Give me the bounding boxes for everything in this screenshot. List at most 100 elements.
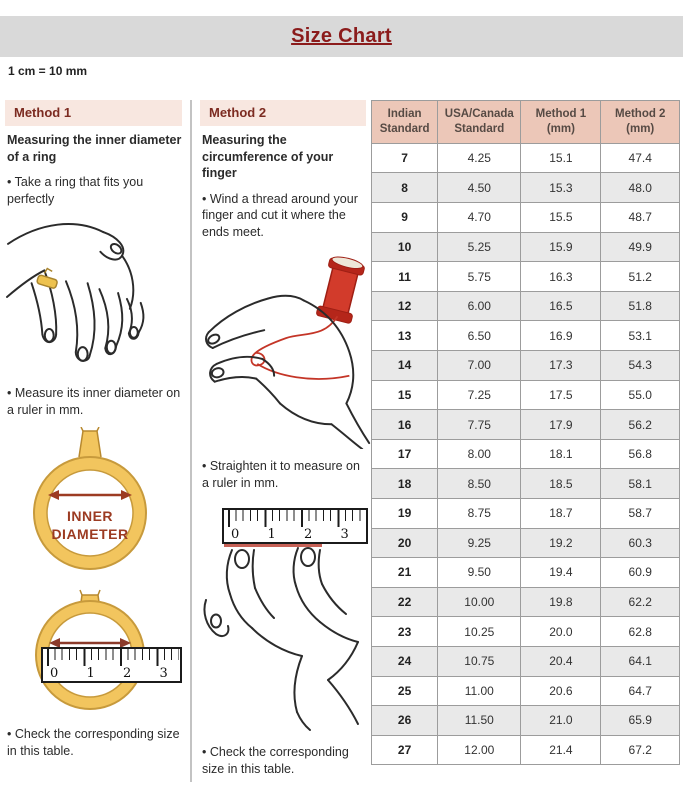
cell-method2-mm: 67.2 xyxy=(600,734,680,766)
cell-usa-canada-standard: 8.75 xyxy=(437,498,522,529)
cell-usa-canada-standard: 9.50 xyxy=(437,557,522,588)
method1-step-1: • Take a ring that fits you perfectly xyxy=(7,175,144,206)
cell-method2-mm: 48.7 xyxy=(600,202,680,233)
title-banner: Size Chart xyxy=(0,16,683,57)
cell-indian-standard: 13 xyxy=(370,320,439,352)
inner-diameter-label-line2: DIAMETER xyxy=(51,526,128,542)
cell-usa-canada-standard: 11.00 xyxy=(437,675,522,707)
cell-usa-canada-standard: 6.50 xyxy=(437,320,522,352)
cell-method1-mm: 21.0 xyxy=(520,705,602,736)
ruler-ticks xyxy=(228,510,365,542)
cell-method1-mm: 20.0 xyxy=(520,616,602,647)
size-chart-table: Indian Standard USA/Canada Standard Meth… xyxy=(370,100,680,766)
straightened-thread xyxy=(224,544,322,547)
table-row: 20 9.25 19.2 60.3 xyxy=(370,527,680,559)
col-header-usa-canada-standard: USA/Canada Standard xyxy=(437,100,522,144)
table-row: 26 11.50 21.0 65.9 xyxy=(370,705,680,736)
cell-method1-mm: 16.9 xyxy=(520,320,602,352)
cell-indian-standard: 24 xyxy=(370,645,439,677)
cell-indian-standard: 21 xyxy=(370,557,439,588)
hand-with-thread-illustration xyxy=(200,249,371,449)
cell-indian-standard: 26 xyxy=(370,705,439,736)
cell-method2-mm: 64.7 xyxy=(600,675,680,707)
table-row: 10 5.25 15.9 49.9 xyxy=(370,231,680,263)
cell-usa-canada-standard: 5.75 xyxy=(437,261,522,292)
col-header-method2-mm: Method 2 (mm) xyxy=(600,100,680,144)
ruler-ticks xyxy=(47,649,179,681)
cell-method1-mm: 15.5 xyxy=(520,202,602,233)
cell-method1-mm: 18.7 xyxy=(520,498,602,529)
cell-method2-mm: 62.8 xyxy=(600,616,680,647)
method1-step-2: • Measure its inner diameter on a ruler … xyxy=(7,386,181,417)
cell-method2-mm: 58.7 xyxy=(600,498,680,529)
cell-method2-mm: 51.8 xyxy=(600,290,680,322)
cell-indian-standard: 27 xyxy=(370,734,439,766)
ring-on-ruler-illustration: 0 1 2 3 4 xyxy=(5,589,182,717)
cell-method1-mm: 19.8 xyxy=(520,586,602,618)
table-row: 8 4.50 15.3 48.0 xyxy=(370,172,680,204)
cell-method2-mm: 54.3 xyxy=(600,350,680,381)
method2-step-3: • Check the corresponding size in this t… xyxy=(202,745,349,776)
cell-usa-canada-standard: 10.00 xyxy=(437,586,522,618)
cell-method2-mm: 53.1 xyxy=(600,320,680,352)
ruler-numbers: 0 1 2 3 4 xyxy=(228,527,366,542)
cell-usa-canada-standard: 11.50 xyxy=(437,705,522,736)
cell-method1-mm: 17.9 xyxy=(520,409,602,440)
cell-method2-mm: 51.2 xyxy=(600,261,680,292)
thread-on-ruler-illustration: 0 1 2 3 4 xyxy=(200,500,372,735)
cell-method1-mm: 18.5 xyxy=(520,468,602,499)
method1-step-3: • Check the corresponding size in this t… xyxy=(7,727,180,758)
ruler-illustration: 0 1 2 3 4 xyxy=(41,647,182,683)
table-row: 12 6.00 16.5 51.8 xyxy=(370,290,680,322)
cell-method2-mm: 56.2 xyxy=(600,409,680,440)
cell-usa-canada-standard: 7.75 xyxy=(437,409,522,440)
table-row: 15 7.25 17.5 55.0 xyxy=(370,379,680,411)
table-row: 19 8.75 18.7 58.7 xyxy=(370,498,680,529)
table-row: 21 9.50 19.4 60.9 xyxy=(370,557,680,588)
hand-with-ring-illustration xyxy=(5,216,182,376)
cell-method2-mm: 60.3 xyxy=(600,527,680,559)
method1-section: Method 1 Measuring the inner diameter of… xyxy=(5,100,182,768)
table-row: 22 10.00 19.8 62.2 xyxy=(370,586,680,618)
table-row: 9 4.70 15.5 48.7 xyxy=(370,202,680,233)
cell-method2-mm: 48.0 xyxy=(600,172,680,204)
cell-indian-standard: 18 xyxy=(370,468,439,499)
cell-method2-mm: 49.9 xyxy=(600,231,680,263)
cell-indian-standard: 12 xyxy=(370,290,439,322)
ruler-illustration: 0 1 2 3 4 xyxy=(222,508,368,544)
cell-method2-mm: 56.8 xyxy=(600,438,680,470)
cell-method2-mm: 47.4 xyxy=(600,142,680,174)
cell-indian-standard: 19 xyxy=(370,498,439,529)
cell-method1-mm: 16.3 xyxy=(520,261,602,292)
cell-usa-canada-standard: 4.25 xyxy=(437,142,522,174)
cell-indian-standard: 25 xyxy=(370,675,439,707)
table-row: 13 6.50 16.9 53.1 xyxy=(370,320,680,352)
method2-step-2: • Straighten it to measure on a ruler in… xyxy=(202,459,360,490)
thread-spool xyxy=(316,256,365,324)
method2-subtitle: Measuring the circumference of your fing… xyxy=(202,133,334,180)
cell-indian-standard: 17 xyxy=(370,438,439,470)
cell-usa-canada-standard: 10.75 xyxy=(437,645,522,677)
cell-indian-standard: 9 xyxy=(370,202,439,233)
cell-method1-mm: 15.9 xyxy=(520,231,602,263)
cell-method1-mm: 20.6 xyxy=(520,675,602,707)
cell-method2-mm: 55.0 xyxy=(600,379,680,411)
fingers-holding-thread-drawing xyxy=(203,547,359,731)
hand-with-ring-drawing xyxy=(5,223,145,362)
cell-usa-canada-standard: 5.25 xyxy=(437,231,522,263)
cell-method2-mm: 60.9 xyxy=(600,557,680,588)
cell-method1-mm: 21.4 xyxy=(520,734,602,766)
method2-header: Method 2 xyxy=(200,100,366,126)
cell-indian-standard: 11 xyxy=(370,261,439,292)
cell-method2-mm: 58.1 xyxy=(600,468,680,499)
table-row: 11 5.75 16.3 51.2 xyxy=(370,261,680,292)
cell-usa-canada-standard: 12.00 xyxy=(437,734,522,766)
cell-indian-standard: 7 xyxy=(370,142,439,174)
cell-indian-standard: 23 xyxy=(370,616,439,647)
method1-header: Method 1 xyxy=(5,100,182,126)
cell-method1-mm: 18.1 xyxy=(520,438,602,470)
table-row: 17 8.00 18.1 56.8 xyxy=(370,438,680,470)
cell-method1-mm: 17.3 xyxy=(520,350,602,381)
cell-usa-canada-standard: 8.00 xyxy=(437,438,522,470)
cell-method1-mm: 19.4 xyxy=(520,557,602,588)
